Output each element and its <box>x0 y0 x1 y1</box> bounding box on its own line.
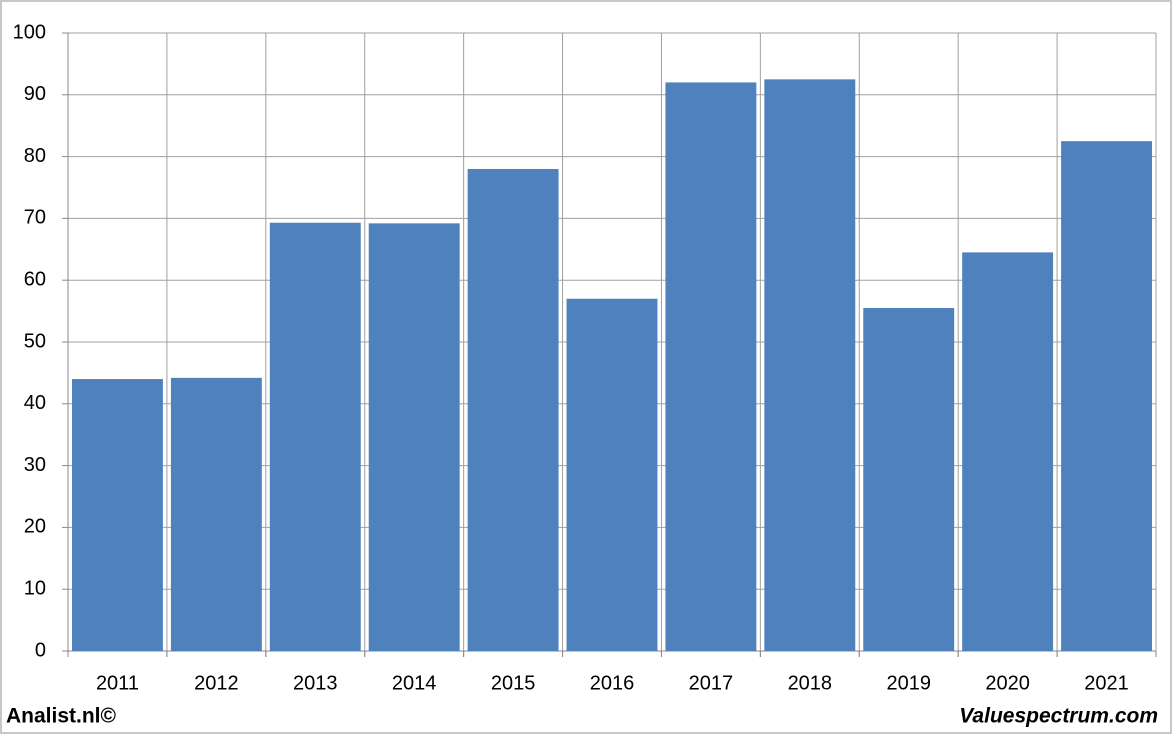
bar <box>764 79 856 652</box>
x-tick-label: 2019 <box>886 672 931 694</box>
bar <box>170 377 262 651</box>
y-tick-label: 90 <box>24 83 46 105</box>
y-tick-label: 20 <box>24 516 46 538</box>
x-tick-label: 2014 <box>392 672 437 694</box>
y-tick-label: 70 <box>24 207 46 229</box>
x-tick-label: 2018 <box>788 672 833 694</box>
bar <box>1061 141 1152 651</box>
x-tick-label: 2016 <box>590 672 635 694</box>
footer-right: Valuespectrum.com <box>959 705 1158 728</box>
x-tick-label: 2011 <box>96 672 139 694</box>
x-tick-label: 2015 <box>491 672 536 694</box>
bar <box>665 82 757 651</box>
x-tick-label: 2012 <box>194 672 239 694</box>
bar <box>368 223 460 651</box>
x-tick-label: 2017 <box>689 672 734 694</box>
x-tick-label: 2021 <box>1084 672 1129 694</box>
x-tick-label: 2020 <box>985 672 1030 694</box>
bar <box>962 252 1054 651</box>
y-tick-label: 60 <box>24 268 46 290</box>
x-tick-label: 2013 <box>293 672 338 694</box>
y-tick-label: 100 <box>13 21 46 43</box>
y-tick-label: 10 <box>24 577 46 599</box>
footer-left: Analist.nl© <box>6 705 117 728</box>
y-tick-label: 0 <box>35 639 46 661</box>
bar <box>566 298 658 651</box>
y-tick-label: 40 <box>24 392 46 414</box>
y-tick-label: 80 <box>24 145 46 167</box>
y-tick-label: 30 <box>24 454 46 476</box>
y-tick-label: 50 <box>24 330 46 352</box>
bar <box>269 222 361 651</box>
bar <box>467 168 559 651</box>
bar <box>72 379 163 651</box>
bar <box>863 308 955 651</box>
